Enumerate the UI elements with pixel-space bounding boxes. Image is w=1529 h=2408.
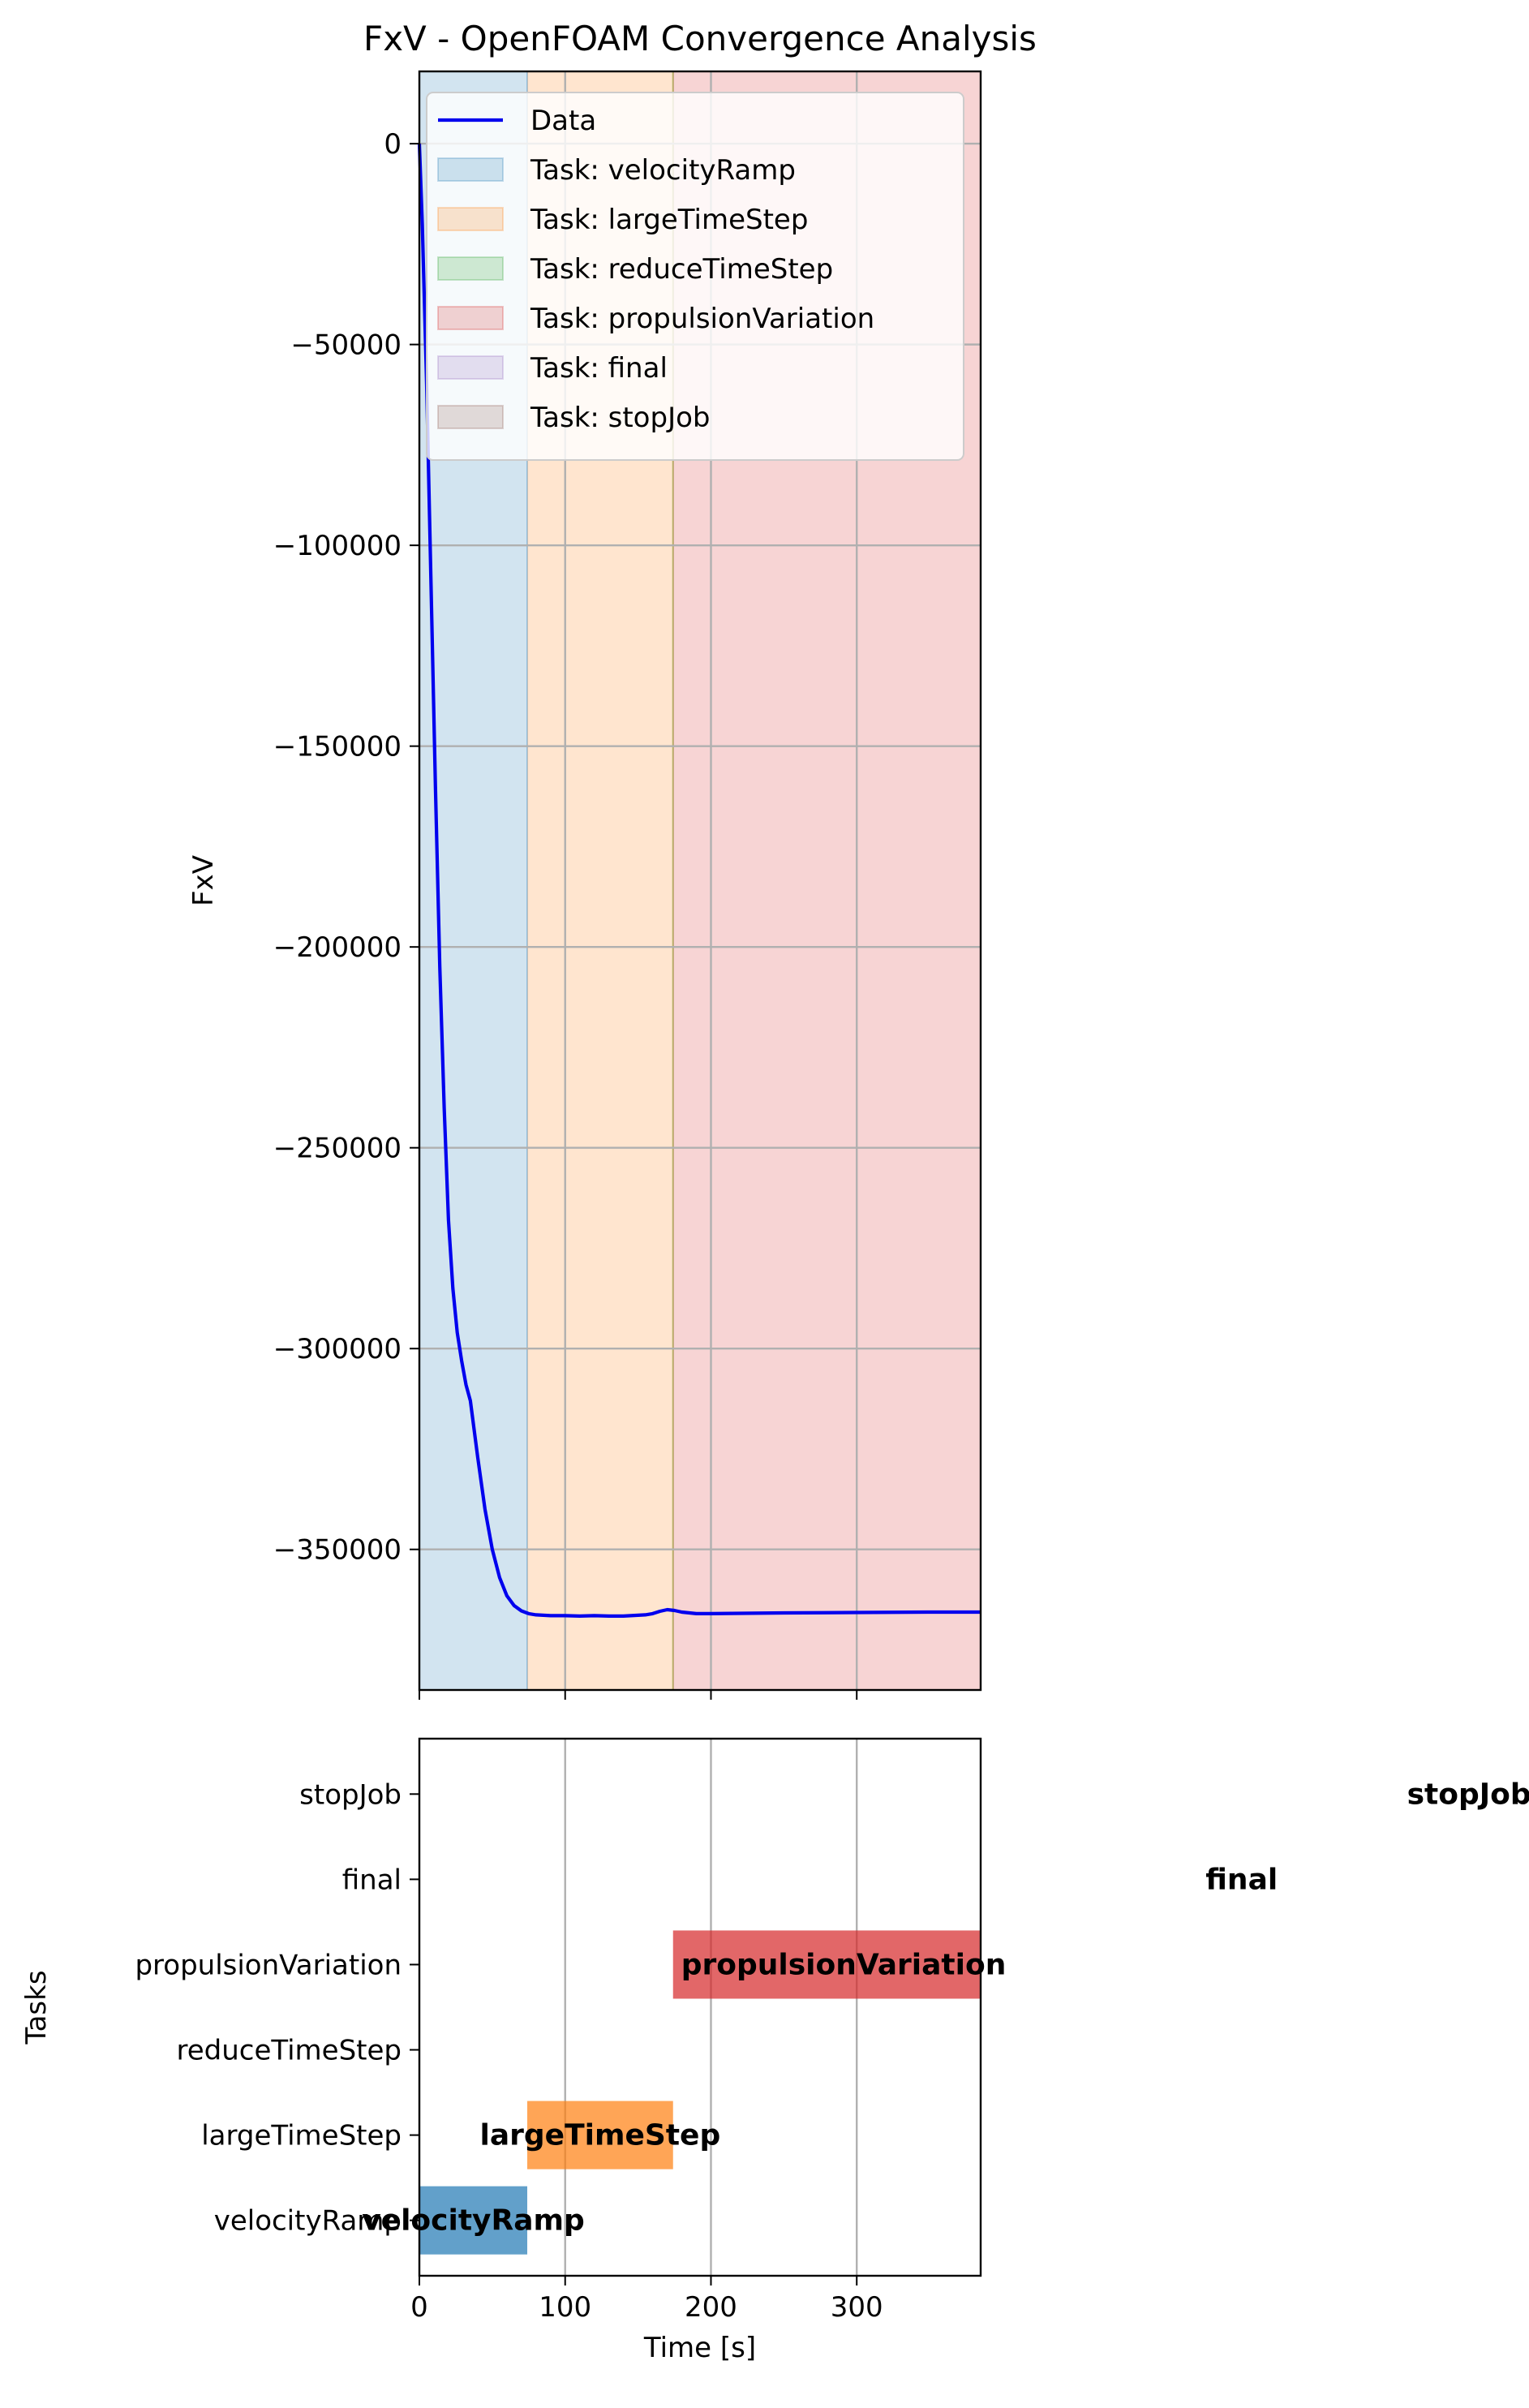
legend-swatch-task-reducetimestep (437, 256, 504, 281)
y-tick-label: −300000 (273, 1333, 402, 1365)
y-tick-label: propulsionVariation (135, 1949, 402, 1981)
y-axis-ticks: 0 −50000 −100000 −150000 −200000 −250000 −3000… (273, 128, 419, 1567)
task-bar-text-final: final (1205, 1863, 1278, 1896)
legend-label: Data (530, 105, 596, 137)
plot-frame (418, 1737, 982, 2277)
data-series-line (417, 144, 981, 1619)
y-tick-label: −200000 (273, 931, 402, 964)
legend-swatch-task-stopjob (437, 405, 504, 429)
task-bars (419, 1930, 981, 2255)
y-tick-label: stopJob (299, 1778, 402, 1811)
task-bar-text-propulsionvariation: propulsionVariation (681, 1948, 1007, 1981)
task-bar-text-largetimestep: largeTimeStep (480, 2119, 721, 2152)
y-axis-label: FxV (187, 855, 220, 906)
legend-label: Task: largeTimeStep (530, 204, 808, 236)
plot-frame (418, 70, 982, 1692)
legend-label: Task: velocityRamp (530, 154, 796, 187)
legend-label: Task: stopJob (530, 402, 710, 434)
task-bar-text-stopjob: stopJob (1407, 1778, 1529, 1811)
task-timeline-chart: velocityRamp largeTimeStep reduceTimeStep p… (20, 1737, 1529, 2364)
grid-lines (564, 1739, 858, 2276)
y-axis-ticks: velocityRamp largeTimeStep reduceTimeStep p… (135, 1778, 419, 2238)
series-line-data (417, 144, 981, 1619)
task-bar-velocityramp (419, 2186, 528, 2255)
task-bar-propulsionvariation (672, 1930, 981, 1999)
legend-label: Task: reduceTimeStep (530, 253, 833, 286)
task-bar-largetimestep (527, 2101, 673, 2169)
y-tick-label: −250000 (273, 1133, 402, 1165)
x-axis-ticks: 0 100 200 300 (410, 2276, 883, 2324)
x-tick-label: 100 (539, 2291, 591, 2324)
y-tick-label: largeTimeStep (201, 2120, 402, 2152)
legend-swatch-task-velocityramp (437, 157, 504, 182)
y-axis-label: Tasks (20, 1970, 53, 2045)
legend-label: Task: final (530, 352, 668, 385)
x-axis-ticks (419, 1690, 858, 1700)
y-tick-label: −100000 (273, 530, 402, 562)
legend-label: Task: propulsionVariation (530, 303, 874, 335)
task-bar-text-velocityramp: velocityRamp (362, 2204, 585, 2238)
x-tick-label: 300 (831, 2291, 883, 2324)
x-tick-label: 0 (410, 2291, 428, 2324)
legend: Data Task: velocityRamp Task: largeTimeSte… (426, 92, 964, 461)
chart-title: FxV - OpenFOAM Convergence Analysis (363, 19, 1037, 58)
y-tick-label: −350000 (273, 1534, 402, 1567)
legend-box (426, 92, 964, 461)
legend-swatch-task-final (437, 355, 504, 380)
y-tick-label: final (342, 1864, 402, 1896)
y-tick-label: velocityRamp (214, 2205, 402, 2238)
y-tick-label: reduceTimeStep (176, 2035, 402, 2067)
x-tick-label: 200 (685, 2291, 737, 2324)
y-tick-label: −50000 (290, 329, 402, 362)
x-axis-label: Time [s] (643, 2332, 756, 2364)
y-tick-label: −150000 (273, 731, 402, 763)
convergence-line-chart: FxV - OpenFOAM Convergence Analysis 0 −50… (187, 19, 1037, 1700)
task-bar-labels: velocityRamp largeTimeStep propulsionVaria… (362, 1778, 1529, 2237)
legend-swatch-task-largetimestep (437, 207, 504, 231)
y-tick-label: 0 (384, 128, 402, 161)
legend-swatch-task-propulsionvariation (437, 306, 504, 330)
